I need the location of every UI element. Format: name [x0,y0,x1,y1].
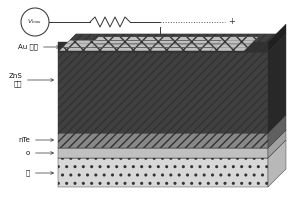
Polygon shape [58,34,286,52]
Polygon shape [88,44,251,47]
Polygon shape [59,48,247,51]
Text: Au 电极: Au 电极 [18,44,59,50]
Text: +: + [228,18,235,26]
Polygon shape [58,140,286,158]
Polygon shape [58,34,286,52]
Polygon shape [58,130,286,148]
Polygon shape [58,115,286,133]
Text: nTe: nTe [18,137,53,143]
Polygon shape [58,133,268,148]
Polygon shape [58,52,268,133]
Polygon shape [63,40,99,47]
Polygon shape [268,115,286,148]
Text: $V_{bias}$: $V_{bias}$ [27,18,43,26]
Polygon shape [58,148,268,158]
Polygon shape [58,158,268,187]
Polygon shape [66,40,254,44]
Text: o: o [26,150,53,156]
Polygon shape [268,140,286,187]
Polygon shape [268,24,286,52]
Polygon shape [210,44,251,51]
Text: 底: 底 [26,170,53,176]
Text: ZnS
化层: ZnS 化层 [8,73,53,87]
Polygon shape [268,34,286,133]
Polygon shape [268,130,286,158]
Polygon shape [95,37,258,40]
Polygon shape [218,37,258,44]
Polygon shape [58,42,268,52]
